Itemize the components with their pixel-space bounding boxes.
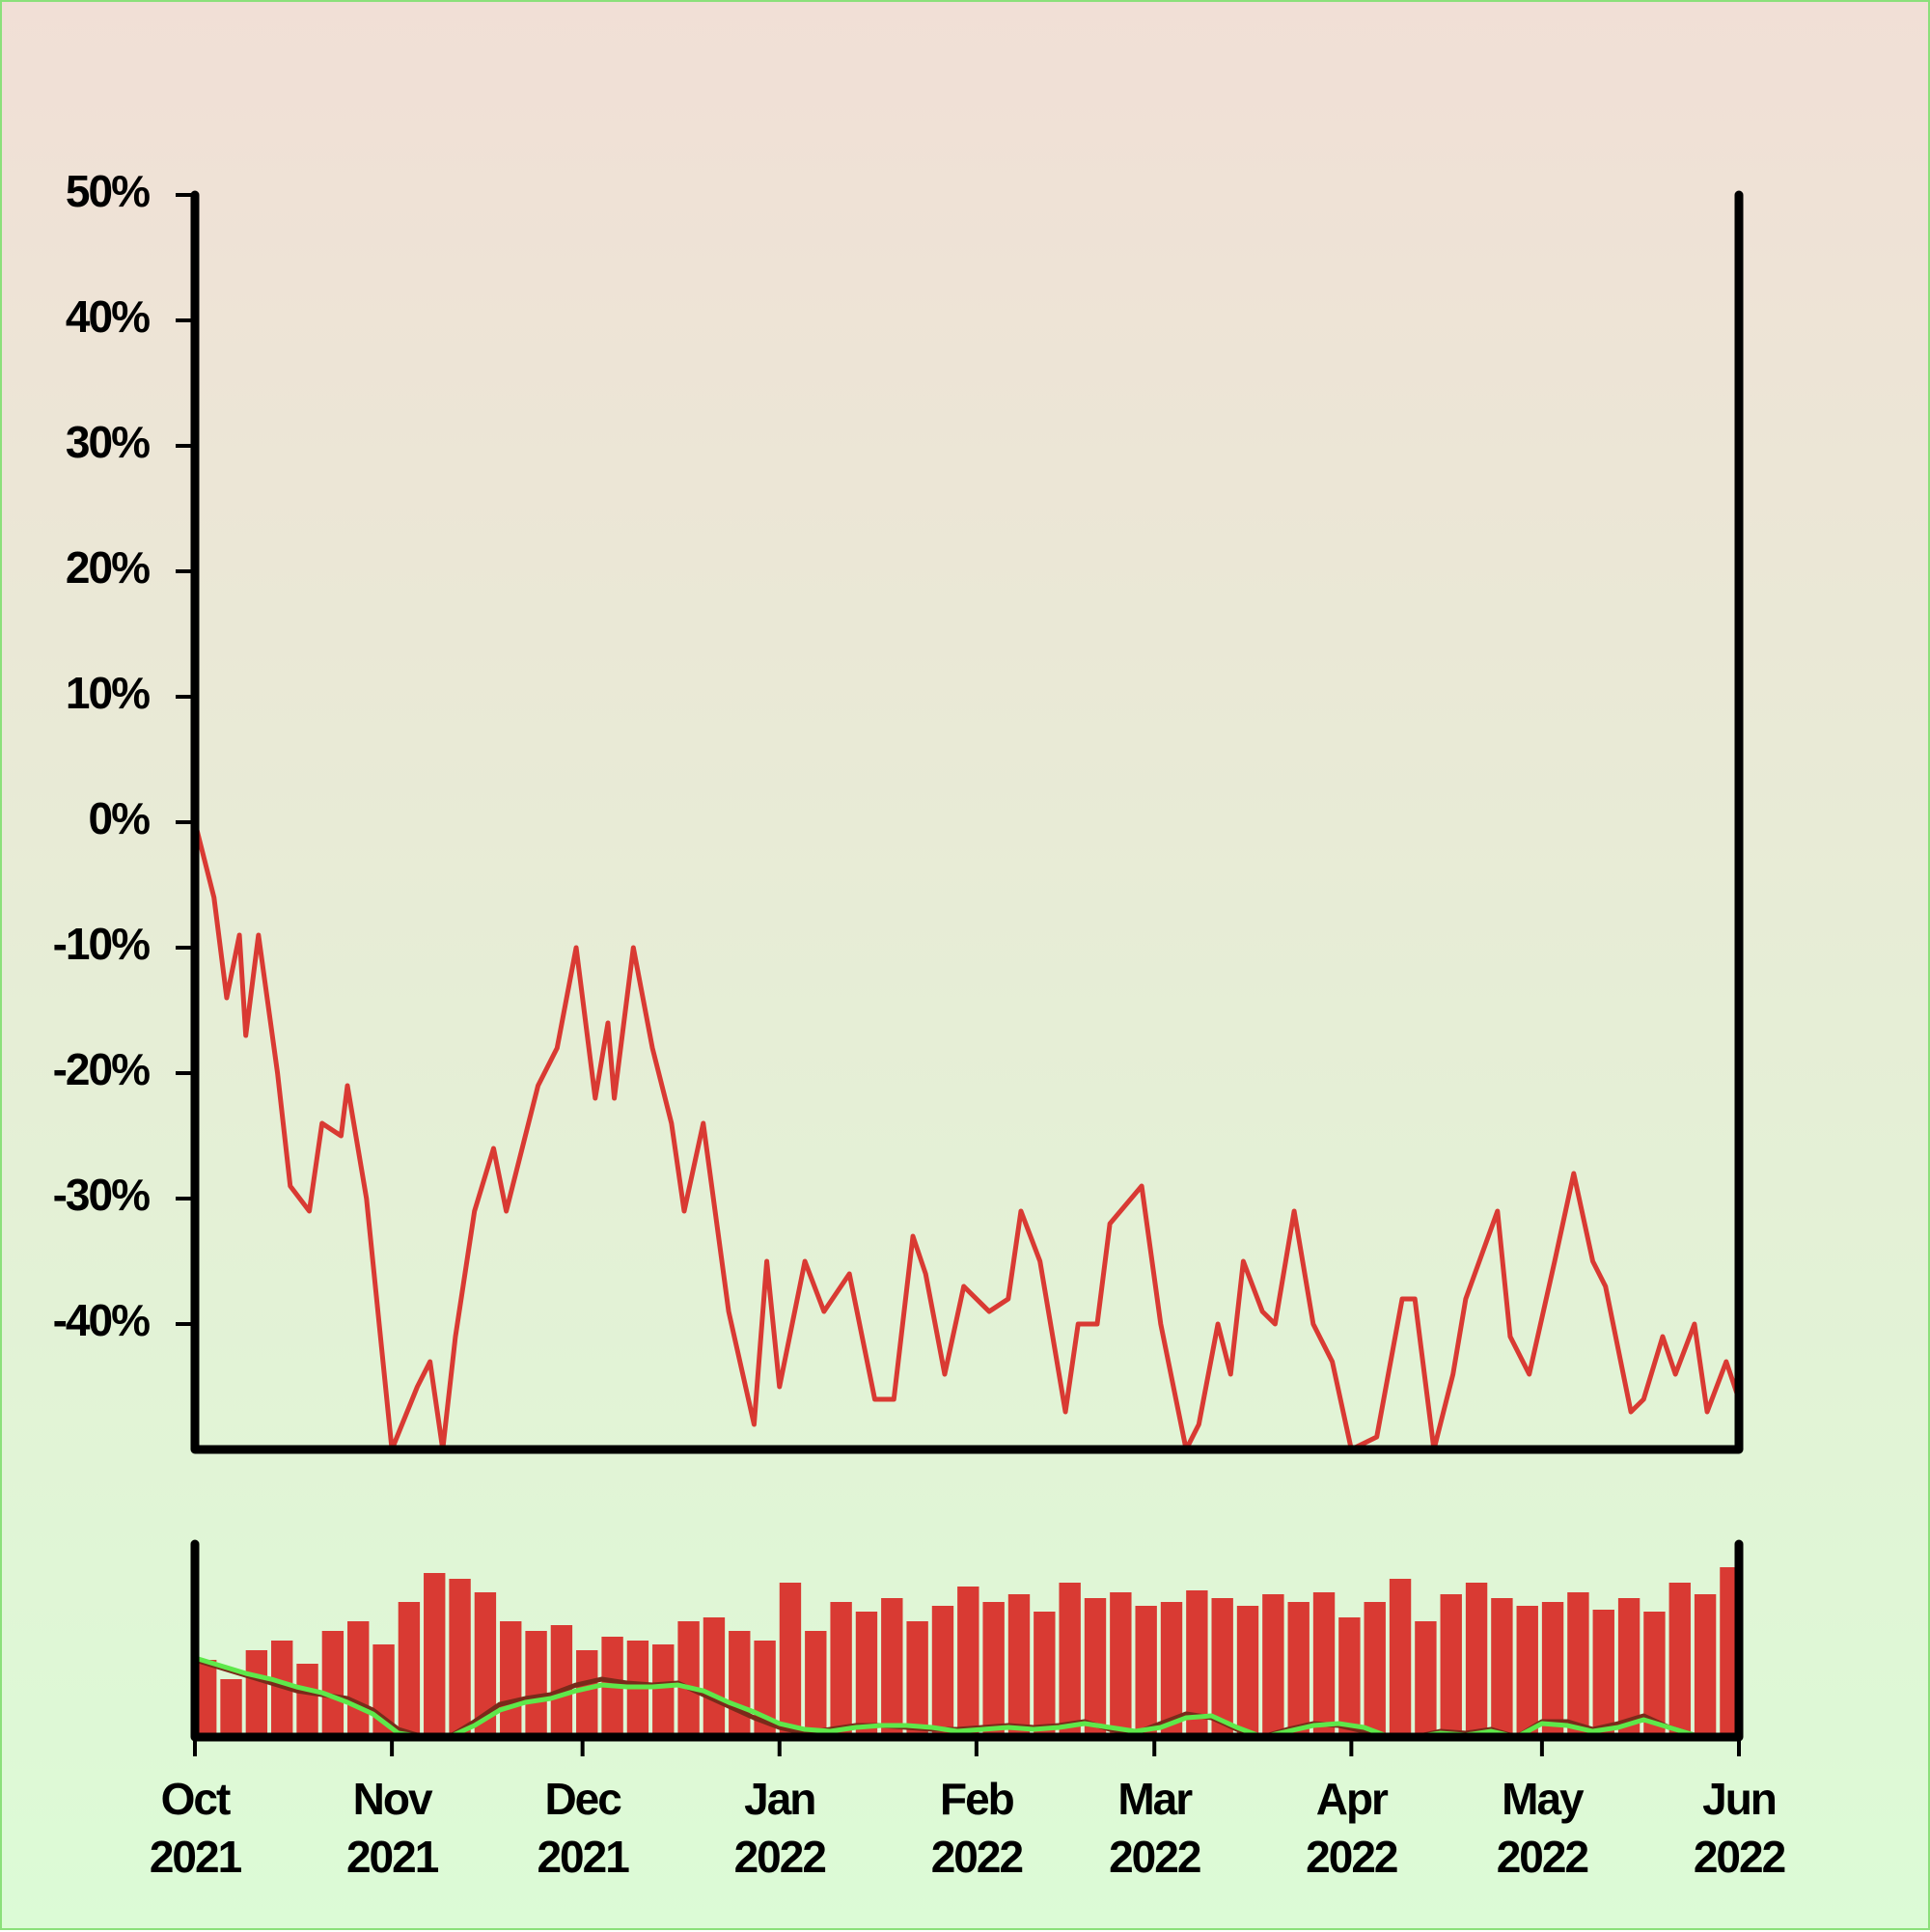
volume-bar (296, 1664, 318, 1737)
volume-bar (855, 1612, 878, 1737)
volume-bar (1465, 1583, 1488, 1737)
y-tick-label: 50% (66, 166, 150, 216)
volume-bar (398, 1602, 421, 1737)
y-tick-label: -30% (53, 1170, 150, 1220)
x-tick-label: Oct 2021 (149, 1774, 242, 1882)
y-tick-label: 20% (66, 542, 150, 593)
x-tick-label: Jun 2022 (1693, 1774, 1786, 1882)
x-tick-label: Feb 2022 (930, 1774, 1024, 1882)
volume-bar (500, 1621, 522, 1737)
x-tick-label: Apr 2022 (1306, 1774, 1398, 1882)
volume-bar (1541, 1602, 1564, 1737)
y-tick-label: 10% (66, 668, 150, 718)
volume-bar (1617, 1598, 1640, 1737)
volume-bar (1262, 1594, 1284, 1737)
volume-bar (424, 1573, 446, 1737)
y-tick-label: 40% (66, 291, 150, 342)
volume-axes (190, 1539, 1744, 1742)
volume-bar (576, 1650, 598, 1737)
y-tick-label: 30% (66, 417, 150, 467)
volume-bar (550, 1625, 573, 1737)
volume-bar (1007, 1594, 1031, 1737)
x-tick-label: Jan 2022 (733, 1774, 827, 1882)
x-tick-label: May 2022 (1496, 1774, 1589, 1882)
volume-bar (1491, 1598, 1513, 1737)
volume-bar (677, 1621, 700, 1737)
volume-bar (1312, 1592, 1336, 1737)
volume-bar (1211, 1598, 1233, 1737)
volume-bar (347, 1621, 370, 1737)
price-line (192, 821, 1742, 1452)
volume-bar (1186, 1590, 1208, 1737)
volume-bar (1034, 1612, 1056, 1737)
volume-bar (1160, 1602, 1183, 1737)
volume-bar (805, 1631, 827, 1737)
volume-bar (1338, 1617, 1361, 1737)
volume-bar (1720, 1567, 1737, 1737)
volume-bar (220, 1679, 242, 1737)
volume-bar (1236, 1606, 1259, 1737)
volume-bar (1567, 1592, 1589, 1737)
volume-bar (449, 1579, 471, 1737)
volume-bar (1415, 1621, 1437, 1737)
y-tick-label: -20% (53, 1044, 150, 1094)
volume-bar (525, 1631, 547, 1737)
volume-bar (1364, 1602, 1386, 1737)
x-tick-label: Mar 2022 (1109, 1774, 1201, 1882)
volume-bar (957, 1587, 979, 1737)
volume-bar (729, 1631, 751, 1737)
volume-bar (1516, 1606, 1538, 1737)
volume-bar (779, 1583, 802, 1737)
volume-bar (321, 1631, 345, 1737)
volume-bar (1110, 1592, 1132, 1737)
volume-bar (906, 1621, 928, 1737)
volume-bar (830, 1602, 852, 1737)
volume-bar (1084, 1598, 1107, 1737)
volume-bar (1668, 1583, 1691, 1737)
volume-bar (982, 1602, 1005, 1737)
volume-bar (931, 1606, 954, 1737)
price-axes (190, 190, 1744, 1454)
volume-bar (474, 1592, 497, 1737)
y-tick-label: -40% (53, 1295, 150, 1345)
volume-bar (1287, 1602, 1310, 1737)
volume-bar (245, 1650, 268, 1737)
volume-bar (1389, 1579, 1412, 1737)
volume-bar (1643, 1612, 1666, 1737)
volume-bar (703, 1617, 726, 1737)
y-tick-label: 0% (89, 793, 151, 843)
volume-bar (195, 1660, 217, 1737)
volume-bar (881, 1598, 903, 1737)
x-tick-label: Nov 2021 (345, 1774, 439, 1882)
volume-bar (1059, 1583, 1081, 1737)
volume-bar (1135, 1606, 1157, 1737)
volume-bar (1592, 1610, 1614, 1737)
y-tick-label: -10% (53, 919, 150, 969)
volume-bar (1694, 1594, 1717, 1737)
volume-bar (1440, 1594, 1462, 1737)
volume-bar (652, 1644, 675, 1737)
x-tick-label: Dec 2021 (537, 1774, 629, 1882)
